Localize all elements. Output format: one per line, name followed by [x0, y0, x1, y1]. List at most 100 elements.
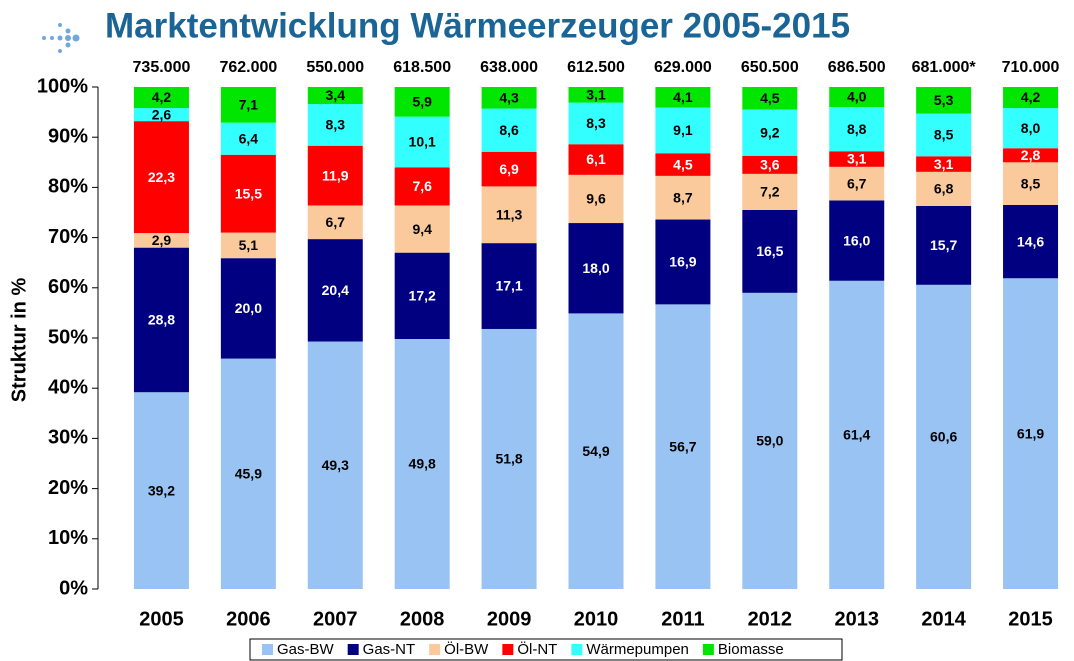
data-label: 6,8 [934, 181, 954, 197]
bar-segment [1003, 87, 1059, 109]
bar-segment [481, 151, 537, 187]
bar-segment [133, 233, 189, 248]
data-label: 49,3 [322, 457, 349, 473]
data-label: 51,8 [495, 451, 522, 467]
data-label: 7,1 [239, 97, 259, 113]
bar-segment [655, 107, 711, 154]
y-tick-label: 100% [37, 75, 88, 97]
bar-segment [568, 87, 624, 103]
bar-segment [916, 156, 972, 172]
data-label: 16,5 [756, 243, 783, 259]
bar-segment [133, 108, 189, 122]
data-label: 8,3 [586, 115, 606, 131]
legend-box [249, 638, 843, 661]
data-label: 18,0 [582, 260, 609, 276]
legend-label: Wärmepumpen [586, 641, 689, 658]
bar-segment [220, 154, 276, 233]
data-label: 2,9 [152, 232, 172, 248]
legend-swatch [571, 644, 583, 655]
bar-segment [481, 186, 537, 244]
data-label: 6,7 [326, 214, 346, 230]
bar-segment [568, 174, 624, 224]
bar-segment [394, 252, 450, 340]
legend-label: Gas-NT [363, 641, 416, 658]
x-tick-label: 2014 [921, 608, 966, 630]
bar-segment [133, 87, 189, 109]
y-tick-label: 80% [48, 176, 88, 198]
bar-segment [394, 339, 450, 589]
y-tick-label: 50% [48, 326, 88, 348]
x-tick-label: 2006 [226, 608, 271, 630]
bar-segment [133, 121, 189, 234]
data-label: 7,2 [760, 184, 780, 200]
data-label: 28,8 [148, 312, 175, 328]
data-label: 6,1 [586, 151, 606, 167]
data-label: 17,2 [409, 288, 436, 304]
y-axis-title: Struktur in % [8, 278, 30, 403]
data-label: 6,4 [239, 130, 259, 146]
data-label: 60,6 [930, 429, 957, 445]
x-tick-label: 2013 [834, 608, 879, 630]
bar-segment [655, 87, 711, 108]
data-label: 2,8 [1021, 147, 1041, 163]
bar-segment [394, 167, 450, 206]
bar-segment [1003, 148, 1059, 163]
bar-segment [481, 328, 537, 589]
x-tick-label: 2012 [748, 608, 793, 630]
total-label: 629.000 [654, 59, 712, 76]
data-label: 14,6 [1017, 233, 1044, 249]
total-label: 550.000 [306, 59, 364, 76]
bar-segment [742, 209, 798, 293]
data-label: 17,1 [495, 278, 522, 294]
legend-label: Gas-BW [277, 641, 335, 658]
bar-segment [655, 304, 711, 589]
data-label: 8,6 [499, 122, 519, 138]
bar-segment [220, 232, 276, 259]
bar-segment [307, 205, 363, 240]
bar-segment [568, 223, 624, 314]
legend-swatch [702, 644, 714, 655]
data-label: 9,4 [412, 221, 432, 237]
data-label: 16,0 [843, 232, 870, 248]
bar-segment [655, 153, 711, 176]
data-label: 3,4 [326, 87, 346, 103]
bar-segment [916, 113, 972, 157]
bar-segment [1003, 108, 1059, 149]
data-label: 22,3 [148, 169, 175, 185]
bar-segment [1003, 278, 1059, 589]
data-label: 45,9 [235, 465, 262, 481]
bar-segment [655, 219, 711, 305]
bar-segment [133, 392, 189, 589]
data-label: 3,1 [586, 86, 606, 102]
bar-segment [307, 341, 363, 589]
y-tick-label: 30% [48, 427, 88, 449]
data-label: 6,9 [499, 161, 519, 177]
total-label: 686.500 [828, 59, 886, 76]
data-label: 8,0 [1021, 120, 1041, 136]
bar-segment [220, 122, 276, 155]
bar-segment [1003, 162, 1059, 205]
logo-icon [42, 23, 80, 53]
data-label: 3,6 [760, 157, 780, 173]
bar-segment [568, 144, 624, 175]
data-label: 4,3 [499, 89, 519, 105]
legend-swatch [429, 644, 441, 655]
bar-segment [481, 108, 537, 152]
data-label: 11,3 [496, 206, 523, 222]
bar-segment [742, 87, 798, 110]
total-label: 681.000* [912, 59, 977, 76]
bar-segment [742, 155, 798, 174]
bar-segment [916, 171, 972, 206]
data-label: 4,0 [847, 89, 867, 105]
x-tick-label: 2010 [574, 608, 619, 630]
data-label: 20,0 [235, 300, 262, 316]
data-label: 4,2 [1021, 89, 1041, 105]
total-label: 618.500 [393, 59, 451, 76]
x-tick-label: 2005 [139, 608, 184, 630]
bar-segment [394, 116, 450, 168]
data-label: 6,7 [847, 175, 867, 191]
y-tick-label: 0% [59, 577, 88, 599]
total-label: 638.000 [480, 59, 538, 76]
y-tick-label: 70% [48, 226, 88, 248]
